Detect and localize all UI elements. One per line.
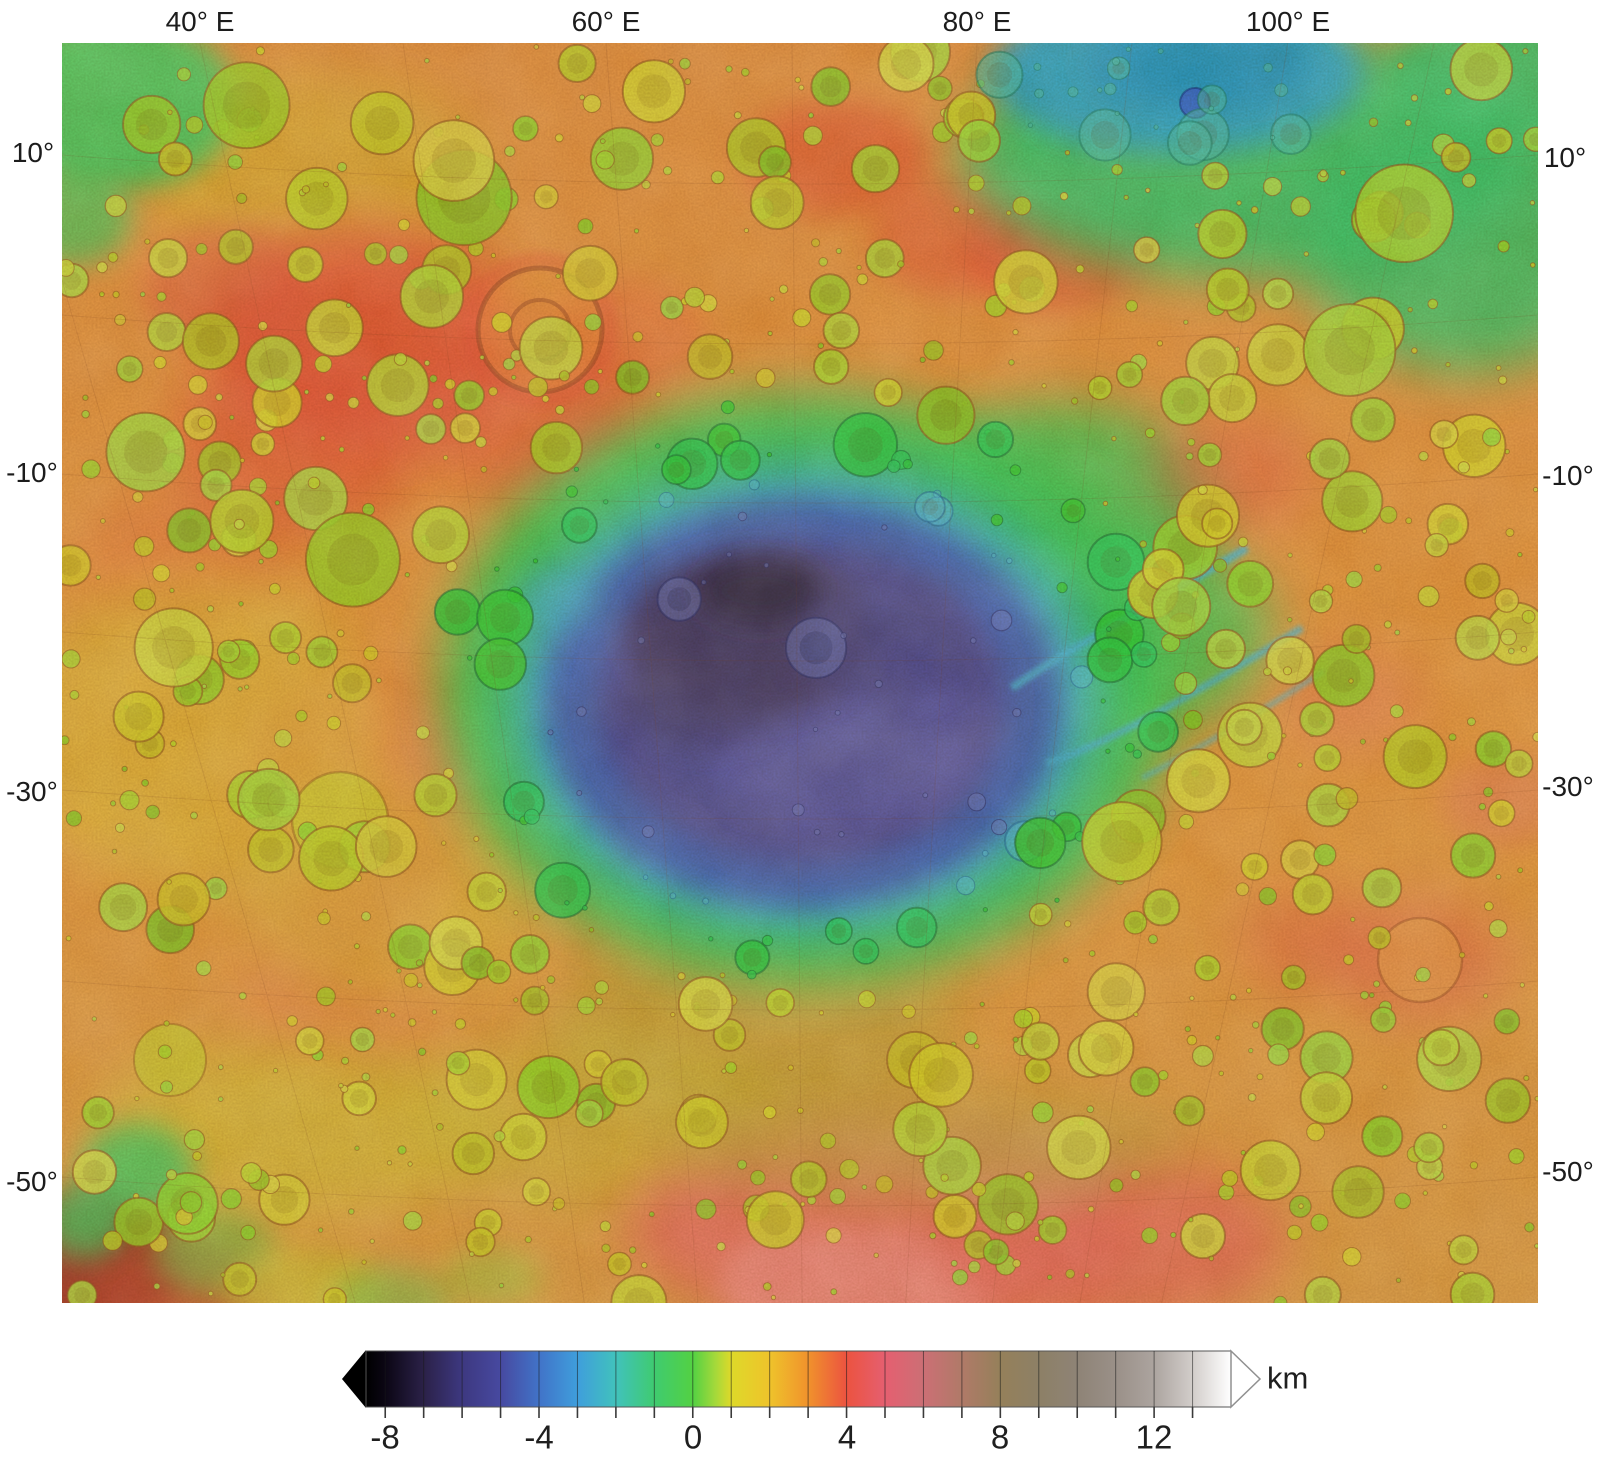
colorbar-tick-label: -4 <box>524 1418 554 1456</box>
topographic-map <box>62 43 1538 1303</box>
left-axis-label--10: -10° <box>6 457 58 488</box>
left-axis-label--30: -30° <box>6 776 58 807</box>
top-axis-label-100e: 100° E <box>1245 6 1331 37</box>
elevation-colorbar-canvas <box>342 1349 1262 1418</box>
right-axis-label--30: -30° <box>1542 771 1594 802</box>
colorbar-unit-label: km <box>1267 1360 1309 1396</box>
left-axis-label--50: -50° <box>6 1166 58 1197</box>
colorbar-tick-label: 12 <box>1135 1418 1173 1456</box>
elevation-colorbar <box>330 1342 1330 1474</box>
top-axis-label-80e: 80° E <box>942 6 1012 37</box>
colorbar-tick-label: 8 <box>990 1418 1010 1456</box>
top-axis-label-40e: 40° E <box>165 6 235 37</box>
right-axis-label--10: -10° <box>1542 460 1594 491</box>
colorbar-tick-label: 0 <box>683 1418 703 1456</box>
top-axis-label-60e: 60° E <box>571 6 641 37</box>
topographic-map-canvas <box>62 43 1538 1303</box>
colorbar-tick-label: 4 <box>837 1418 857 1456</box>
colorbar-tick-label: -8 <box>370 1418 400 1456</box>
noise-texture <box>62 43 1538 1303</box>
left-axis-label-10: 10° <box>11 137 55 168</box>
right-axis-label-10: 10° <box>1543 142 1587 173</box>
right-axis-label--50: -50° <box>1542 1156 1594 1187</box>
